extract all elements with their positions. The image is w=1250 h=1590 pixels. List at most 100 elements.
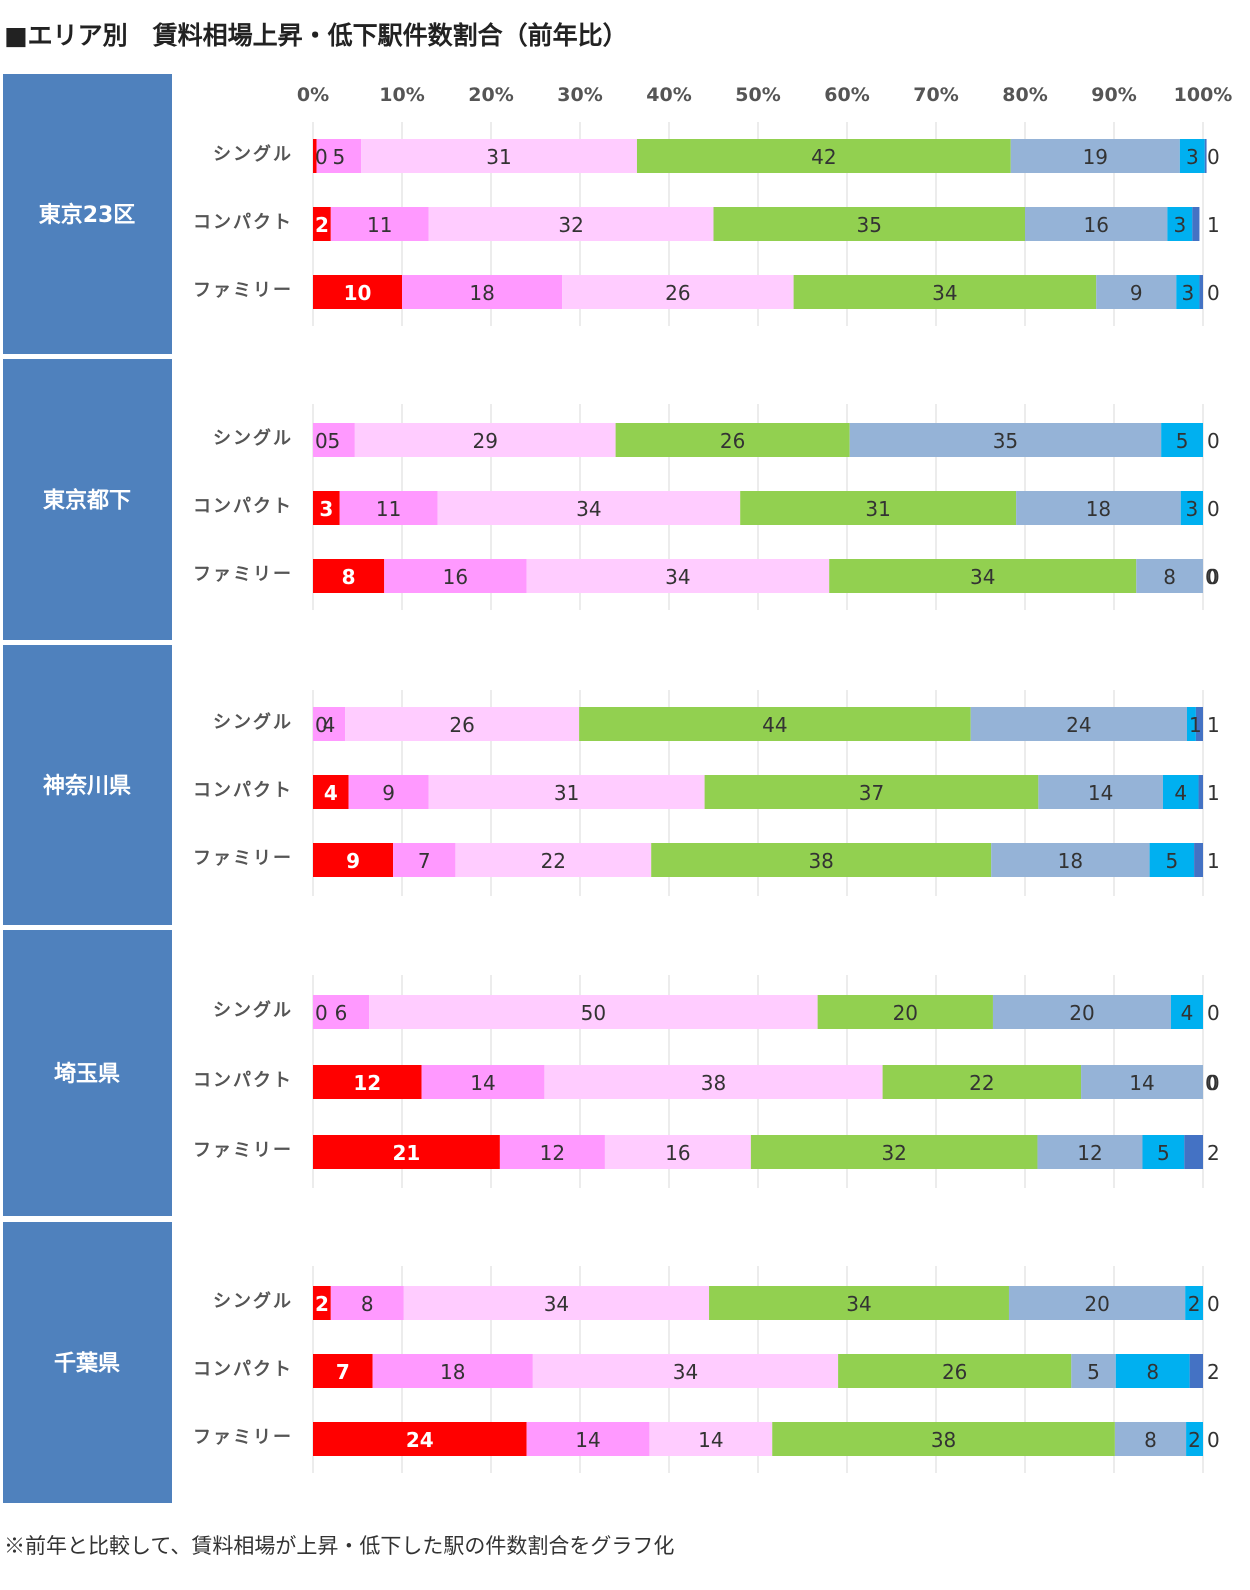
category-label: シングル: [213, 143, 293, 165]
data-label: 34: [576, 497, 601, 521]
data-label: 10: [344, 281, 372, 305]
data-label: 11: [367, 213, 392, 237]
data-label: 6: [335, 1001, 348, 1025]
data-label: 0: [315, 429, 328, 453]
data-label: 5: [1176, 429, 1189, 453]
data-label: 5: [1165, 849, 1178, 873]
bar-segment: [829, 559, 1137, 593]
bar-segment: [1184, 1135, 1203, 1169]
data-label: 26: [665, 281, 690, 305]
bar-segment: [1194, 843, 1203, 877]
bar-segment: [1114, 1422, 1187, 1456]
data-label: 1: [1207, 781, 1220, 805]
bar-segment: [437, 491, 741, 525]
data-label: 22: [969, 1071, 994, 1095]
data-label: 14: [575, 1428, 600, 1452]
bar-segment: [562, 275, 794, 309]
data-label: 7: [418, 849, 431, 873]
data-label: 2: [315, 213, 329, 237]
data-label: 14: [1129, 1071, 1154, 1095]
data-label: 34: [970, 565, 995, 589]
data-label: 19: [1083, 145, 1108, 169]
category-label: ファミリー: [193, 1140, 293, 1161]
bar-segment: [526, 559, 830, 593]
data-label: 18: [469, 281, 494, 305]
data-label: 8: [342, 565, 356, 589]
data-label: 8: [1146, 1360, 1159, 1384]
x-tick-label: 50%: [735, 84, 780, 106]
bar-segment: [316, 139, 362, 173]
data-label: 1: [1207, 849, 1220, 873]
category-label: シングル: [213, 999, 293, 1021]
data-label: 38: [931, 1428, 956, 1452]
bar-segment: [1136, 559, 1203, 593]
category-label: コンパクト: [193, 1070, 293, 1091]
data-label: 0: [1207, 429, 1220, 453]
data-label: 44: [762, 713, 787, 737]
bar-segment: [1176, 275, 1200, 309]
category-label: ファミリー: [193, 280, 293, 301]
data-label: 16: [443, 565, 468, 589]
data-label: 9: [346, 849, 360, 873]
region-box: [3, 645, 172, 925]
bar-segment: [372, 1354, 533, 1388]
bar-segment: [1115, 1354, 1190, 1388]
x-tick-label: 10%: [379, 84, 424, 106]
data-label: 34: [544, 1292, 569, 1316]
bar-segment: [649, 1422, 773, 1456]
data-label: 0: [1205, 1071, 1218, 1095]
bar-segment: [604, 1135, 751, 1169]
data-label: 3: [1173, 213, 1186, 237]
bar-segment: [1192, 207, 1200, 241]
bar-segment: [615, 423, 850, 457]
category-label: シングル: [213, 427, 293, 449]
bar-segment: [339, 491, 438, 525]
region-label: 東京23区: [39, 202, 136, 228]
category-label: ファミリー: [193, 564, 293, 585]
data-label: 8: [1163, 565, 1176, 589]
data-label: 9: [1130, 281, 1143, 305]
data-label: 2: [1188, 1292, 1201, 1316]
data-label: 2: [1188, 1428, 1201, 1452]
region-label: 神奈川県: [43, 773, 131, 799]
x-tick-label: 70%: [913, 84, 958, 106]
bar-segment: [348, 775, 429, 809]
data-label: 5: [1087, 1360, 1100, 1384]
data-label: 0: [1207, 145, 1220, 169]
bar-segment: [1149, 843, 1195, 877]
bar-segment: [1037, 1135, 1143, 1169]
data-label: 20: [893, 1001, 918, 1025]
bar-segment: [704, 775, 1039, 809]
data-label: 16: [1083, 213, 1108, 237]
data-label: 0: [1207, 497, 1220, 521]
region-box: [3, 74, 172, 354]
data-label: 31: [554, 781, 579, 805]
data-label: 14: [470, 1071, 495, 1095]
data-label: 3: [1186, 145, 1199, 169]
data-label: 5: [1157, 1141, 1170, 1165]
bar-segment: [709, 1286, 1009, 1320]
bar-segment: [651, 843, 992, 877]
bar-segment: [1167, 207, 1193, 241]
data-label: 4: [324, 781, 338, 805]
bar-segment: [313, 275, 402, 309]
bar-segment: [772, 1422, 1115, 1456]
bar-segment: [369, 995, 818, 1029]
data-label: 18: [1058, 849, 1083, 873]
bar-segment: [1185, 1286, 1203, 1320]
data-label: 8: [361, 1292, 374, 1316]
bar-segment: [313, 1065, 422, 1099]
data-label: 18: [1086, 497, 1111, 521]
data-label: 20: [1069, 1001, 1094, 1025]
data-label: 7: [336, 1360, 350, 1384]
bar-segment: [970, 707, 1187, 741]
bar-segment: [1071, 1354, 1116, 1388]
x-tick-label: 20%: [468, 84, 513, 106]
bar-segment: [1081, 1065, 1203, 1099]
data-label: 35: [993, 429, 1018, 453]
data-label: 35: [857, 213, 882, 237]
bar-segment: [361, 139, 637, 173]
bar-segment: [330, 1286, 404, 1320]
bar-segment: [1096, 275, 1177, 309]
data-label: 5: [332, 145, 345, 169]
